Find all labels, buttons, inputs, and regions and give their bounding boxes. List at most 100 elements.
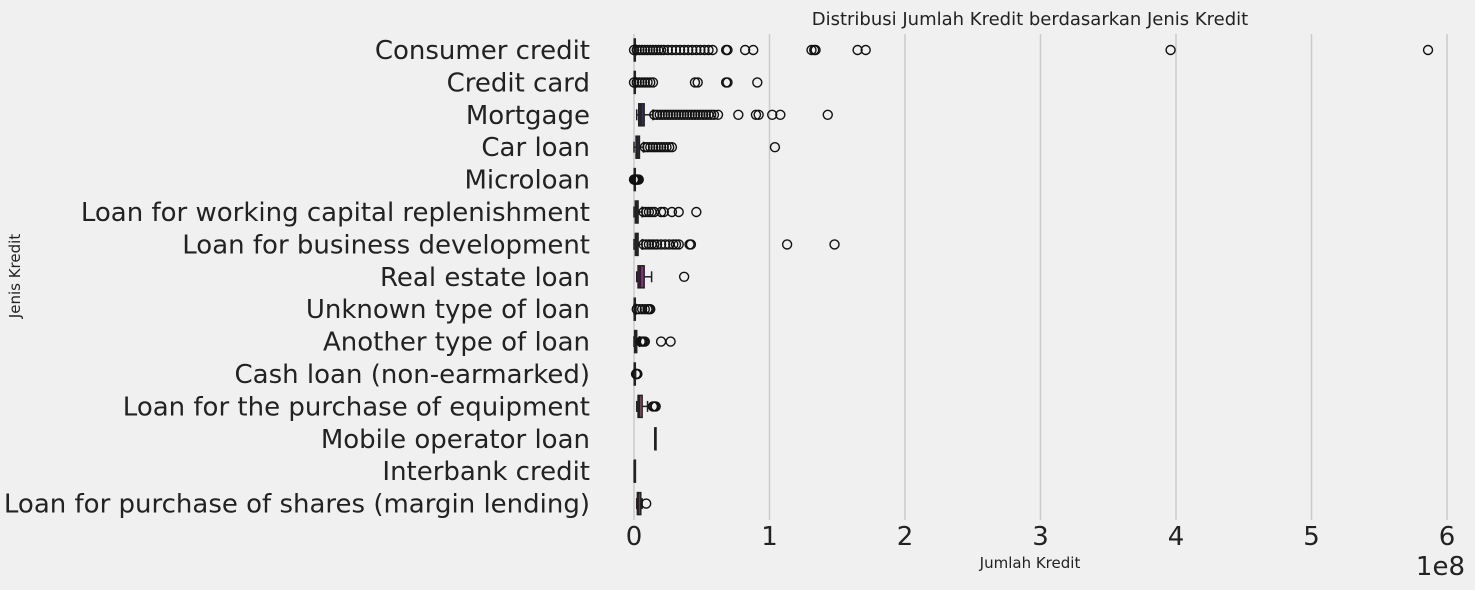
outlier-0-8 [650,44,661,56]
category-label-8: Unknown type of loan [306,295,590,325]
category-label-5: Loan for working capital replenishment [81,198,590,228]
outlier-0-11 [658,44,670,56]
outlier-2-12 [681,109,693,121]
outlier-1-3 [636,77,648,88]
outlier-6-0 [638,239,649,250]
outlier-5-5 [655,206,667,218]
outlier-3-2 [645,141,656,153]
outlier-3-0 [639,141,651,153]
outlier-2-14 [687,109,698,121]
outlier-0-6 [645,44,656,56]
outlier-2-2 [654,109,665,121]
outlier-5-0 [638,206,649,218]
outlier-2-8 [670,109,682,121]
outlier-6-10 [670,239,682,250]
outlier-0-0 [628,44,640,56]
outlier-0-31 [852,44,863,56]
x-tick-label-1: 1 [761,522,778,552]
outlier-2-15 [689,109,701,121]
outlier-0-10 [655,44,667,56]
box-7 [635,265,690,289]
box-11 [635,394,661,419]
outlier-1-7 [647,77,659,88]
outlier-4-7 [633,174,644,185]
outlier-8-0 [631,304,642,315]
chart-title: Distribusi Jumlah Kredit berdasarkan Jen… [812,9,1249,30]
category-label-14: Loan for purchase of shares (margin lend… [4,490,590,520]
outlier-5-2 [643,206,655,218]
outlier-3-10 [666,141,678,153]
outlier-5-6 [658,206,670,218]
outlier-2-3 [657,109,668,121]
box-9 [633,329,676,354]
outlier-5-1 [640,206,652,218]
outlier-2-21 [706,109,717,121]
category-label-3: Car loan [481,133,590,163]
box-10 [630,362,643,386]
category-label-1: Credit card [447,68,590,98]
x-tick-label-0: 0 [626,522,643,552]
outlier-0-13 [666,44,678,56]
outlier-2-5 [662,109,674,121]
outlier-0-20 [695,44,706,56]
outlier-0-3 [636,44,648,56]
outlier-1-5 [642,77,653,88]
outlier-2-27 [767,109,778,121]
outlier-2-0 [649,109,660,121]
outlier-3-11 [769,141,781,153]
outlier-3-7 [658,141,670,153]
x-tick-label-3: 3 [1032,522,1049,552]
outlier-8-2 [636,304,648,315]
outlier-5-9 [691,206,702,218]
outlier-2-23 [712,109,724,121]
outlier-0-14 [670,44,682,56]
box-2 [635,103,833,127]
outlier-0-33 [1165,44,1176,56]
box-3 [633,135,781,159]
outlier-3-6 [655,141,667,153]
outlier-2-26 [753,109,764,121]
outlier-1-11 [722,77,733,88]
outlier-1-0 [628,77,640,88]
box-iqr-7 [637,265,645,289]
outlier-0-5 [642,44,653,56]
outlier-0-30 [810,44,821,56]
outlier-0-25 [722,44,733,56]
outlier-7-0 [678,271,690,282]
box-14 [635,491,652,516]
outlier-3-9 [664,141,675,153]
outlier-1-4 [639,77,651,88]
outlier-0-32 [860,44,871,56]
outlier-5-8 [673,206,684,218]
x-tick-label-6: 6 [1439,522,1456,552]
outlier-1-6 [645,77,656,88]
outlier-6-11 [673,239,684,250]
outlier-2-16 [692,109,703,121]
x-tick-label-5: 5 [1303,522,1320,552]
outlier-9-5 [665,336,676,347]
outlier-8-3 [639,304,651,315]
outlier-10-2 [632,368,643,380]
category-label-9: Another type of loan [323,328,590,358]
category-label-11: Loan for the purchase of equipment [123,392,590,422]
outlier-3-3 [647,141,659,153]
outlier-0-4 [639,44,651,56]
box-1 [628,70,763,95]
outlier-6-2 [643,239,655,250]
outlier-11-2 [649,401,660,412]
box-5 [633,200,702,224]
outlier-0-7 [647,44,659,56]
x-tick-label-4: 4 [1168,522,1185,552]
outlier-2-17 [695,109,706,121]
outlier-1-1 [631,77,642,88]
outlier-0-28 [806,44,817,56]
outlier-6-4 [649,239,660,250]
outlier-0-15 [674,44,686,56]
box-8 [631,297,656,321]
category-label-10: Cash loan (non-earmarked) [235,360,590,390]
outlier-0-17 [683,44,694,56]
outlier-2-19 [700,109,712,121]
outlier-2-25 [750,109,762,121]
y-axis-label: Jenis Kredit [6,234,24,320]
outlier-3-8 [661,141,672,153]
